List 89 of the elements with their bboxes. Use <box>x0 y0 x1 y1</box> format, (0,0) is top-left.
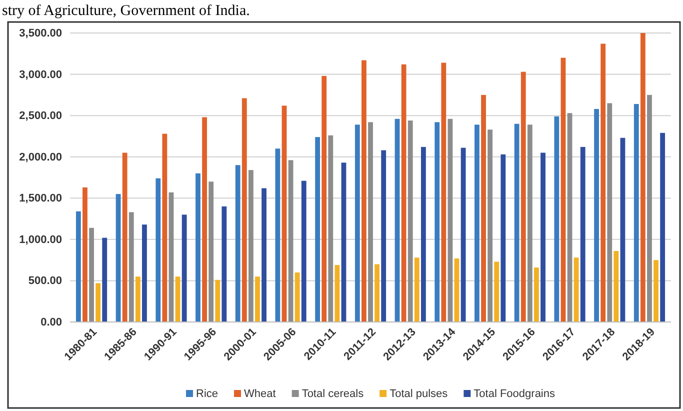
bar <box>448 118 453 322</box>
bar <box>288 160 294 322</box>
bar <box>607 103 612 322</box>
y-tick-label: 2,000.00 <box>19 151 62 164</box>
bar <box>460 148 466 322</box>
y-tick-label: 2,500.00 <box>19 110 62 122</box>
bar <box>560 58 566 322</box>
bar <box>196 173 200 322</box>
y-tick-label: 3,500.00 <box>19 28 62 40</box>
bar <box>647 94 652 322</box>
bar <box>540 152 546 322</box>
bar <box>567 113 572 322</box>
bar <box>614 250 619 322</box>
bar <box>102 238 108 322</box>
bar <box>454 258 460 322</box>
bar <box>374 264 380 322</box>
bar <box>156 178 161 322</box>
bar <box>301 180 306 322</box>
bar <box>215 280 220 322</box>
bar <box>381 150 386 322</box>
bar <box>368 122 373 322</box>
bar <box>654 260 658 322</box>
bar <box>76 211 81 322</box>
bar <box>420 146 426 322</box>
bar <box>408 120 413 322</box>
y-tick-label: 0.00 <box>40 316 62 329</box>
bar <box>354 124 360 322</box>
bar <box>168 192 174 322</box>
bar <box>122 152 128 322</box>
bar <box>202 117 207 322</box>
bar <box>414 258 420 322</box>
bar <box>128 212 134 322</box>
bar <box>534 268 539 322</box>
bar <box>580 146 586 322</box>
bar <box>640 33 646 322</box>
bar <box>341 162 346 322</box>
bar <box>255 276 260 322</box>
bar <box>242 98 247 322</box>
bar <box>82 187 88 322</box>
legend-label: Total Foodgrains <box>474 388 556 400</box>
y-tick-label: 1,000.00 <box>19 234 62 246</box>
bar <box>322 76 327 322</box>
bar <box>500 154 506 322</box>
bar <box>208 182 214 322</box>
bar <box>527 124 532 322</box>
y-tick-label: 3,000.00 <box>19 68 62 81</box>
bar <box>248 170 254 322</box>
bar <box>116 194 121 322</box>
legend-label: Wheat <box>244 388 276 400</box>
bar <box>401 64 406 322</box>
bar <box>520 72 526 322</box>
legend-label: Total cereals <box>302 388 364 400</box>
bar <box>488 130 493 322</box>
legend-label: Total pulses <box>390 388 448 400</box>
bar <box>494 262 500 322</box>
bar <box>634 104 639 322</box>
bar <box>275 148 280 322</box>
bar <box>574 258 579 322</box>
bar <box>434 122 440 322</box>
bar <box>600 44 606 322</box>
bar <box>262 188 266 322</box>
y-tick-label: 1,500.00 <box>19 192 62 205</box>
bar <box>594 108 599 322</box>
y-tick-label: 500.00 <box>28 275 62 288</box>
bar <box>96 283 101 322</box>
bar <box>182 214 187 322</box>
bar <box>620 138 626 322</box>
bar <box>162 134 168 322</box>
bar <box>175 276 180 322</box>
bar <box>554 116 560 322</box>
bar <box>235 165 240 322</box>
bar <box>481 94 486 322</box>
bar <box>315 137 320 322</box>
bar <box>294 272 300 322</box>
bar <box>362 60 366 322</box>
bar <box>514 124 520 322</box>
bar <box>474 124 480 322</box>
bar <box>135 276 140 322</box>
bar <box>142 224 147 322</box>
bar <box>394 118 400 322</box>
bar <box>282 106 287 322</box>
legend-label: Rice <box>196 388 218 400</box>
text: stry of Agriculture, Government of India. <box>2 3 250 19</box>
bar <box>334 265 340 322</box>
bar <box>660 132 666 322</box>
bar <box>89 228 94 322</box>
bar <box>328 135 334 322</box>
bar <box>222 206 227 322</box>
bar <box>441 62 446 322</box>
